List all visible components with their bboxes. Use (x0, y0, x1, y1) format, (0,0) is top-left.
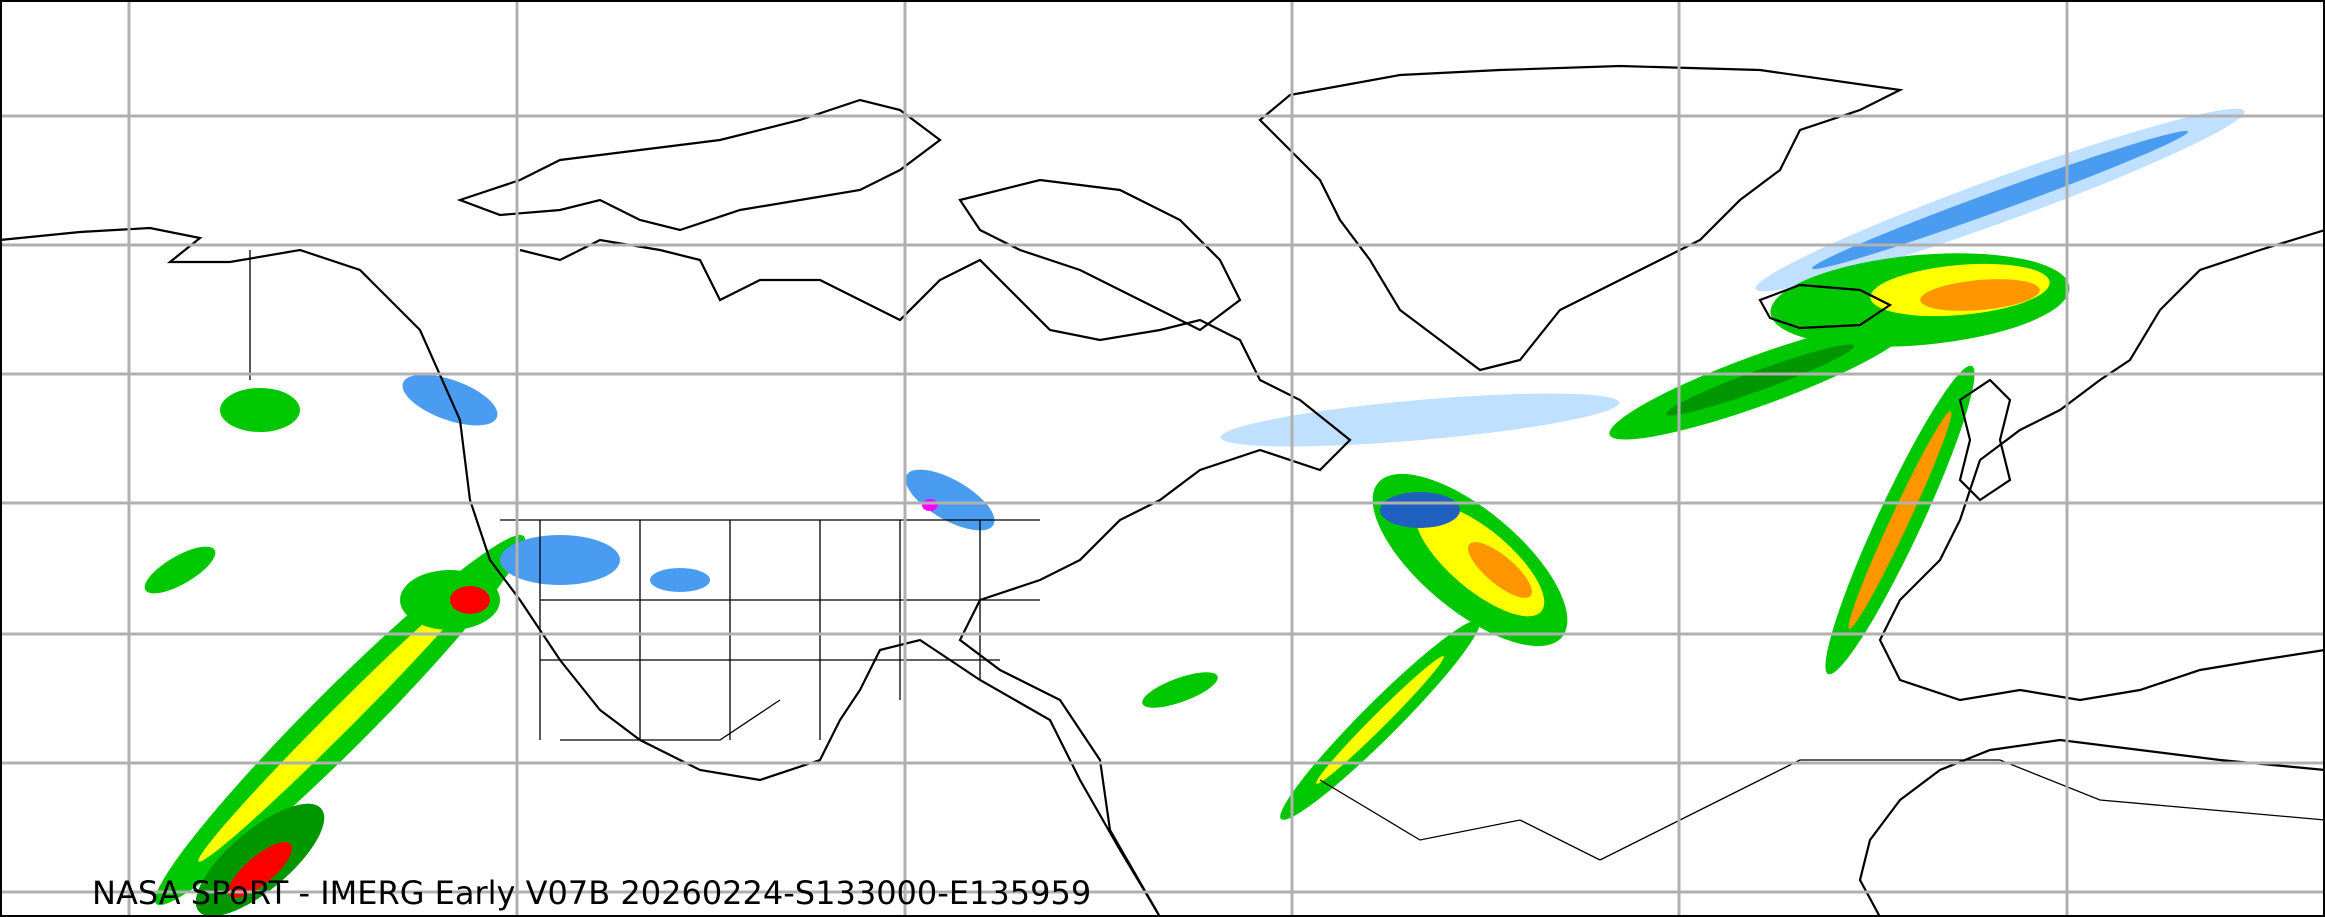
europe-coastline (1878, 228, 2325, 702)
map-caption: NASA SPoRT - IMERG Early V07B 20260224-S… (92, 874, 1092, 912)
precipitation-area (1316, 656, 1444, 784)
precipitation-area (1220, 393, 1620, 447)
precipitation-area (1848, 411, 1952, 629)
precipitation-area (450, 586, 490, 614)
arctic-islands-coastline (456, 98, 942, 232)
africa-coastline (1858, 738, 2325, 917)
precipitation-area (198, 578, 482, 862)
precipitation-area (1920, 279, 2040, 311)
precipitation-area (228, 842, 292, 898)
north-america-coastline (0, 226, 1161, 917)
east-coast-coastline (519, 238, 1352, 917)
precipitation-area (1380, 492, 1460, 528)
precipitation-area (1812, 130, 2188, 270)
precipitation-area (1665, 344, 1855, 416)
precipitation-area (922, 499, 938, 511)
precipitation-area (500, 535, 620, 585)
state-borders (539, 520, 1040, 740)
precipitation-area (1468, 542, 1532, 598)
precipitation-area (650, 568, 710, 592)
africa-borders (1319, 759, 2325, 861)
precipitation-area (144, 546, 216, 594)
precipitation-area (220, 388, 300, 432)
us-mexico-border (560, 699, 781, 741)
baffin-coastline (958, 178, 1242, 332)
precipitation-area (1142, 672, 1218, 708)
iceland-coastline (1758, 283, 1893, 330)
greenland-coastline (1258, 64, 1904, 372)
precipitation-area (905, 469, 995, 531)
precipitation-layer (144, 108, 2245, 917)
british-isles-coastline (1958, 378, 2012, 502)
